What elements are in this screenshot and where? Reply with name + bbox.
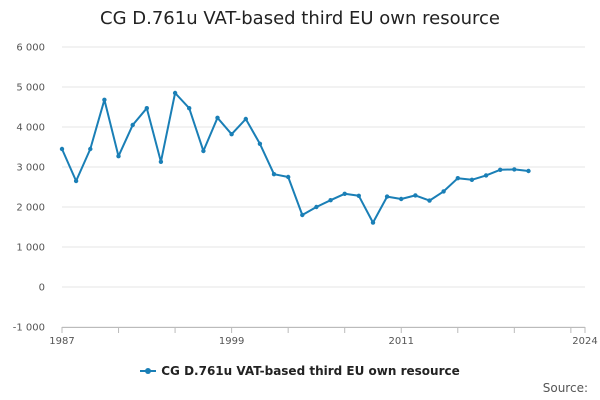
data-point bbox=[88, 146, 93, 152]
data-point bbox=[342, 191, 347, 196]
data-point bbox=[483, 173, 489, 178]
legend[interactable]: CG D.761u VAT-based third EU own resourc… bbox=[0, 364, 600, 378]
y-tick-label: 6 000 bbox=[16, 43, 45, 54]
y-tick-label: 3 000 bbox=[16, 163, 45, 174]
y-tick-label: -1 000 bbox=[13, 323, 45, 334]
data-point bbox=[441, 189, 446, 194]
y-tick-label: 2 000 bbox=[16, 203, 45, 214]
data-point bbox=[243, 116, 248, 122]
y-tick-label: 4 000 bbox=[16, 123, 45, 134]
data-point bbox=[158, 159, 164, 164]
source-label: Source: bbox=[542, 381, 588, 395]
data-point bbox=[427, 198, 432, 203]
data-point bbox=[498, 167, 503, 172]
data-point bbox=[102, 97, 107, 103]
legend-line-marker-icon bbox=[140, 366, 157, 376]
data-point bbox=[271, 172, 277, 177]
x-tick-label: 1999 bbox=[219, 336, 244, 347]
data-point bbox=[73, 178, 79, 184]
data-point bbox=[356, 193, 361, 198]
data-point bbox=[413, 193, 418, 198]
data-point bbox=[116, 154, 121, 159]
data-point bbox=[215, 115, 220, 121]
y-tick-label: 0 bbox=[39, 283, 45, 294]
legend-label: CG D.761u VAT-based third EU own resourc… bbox=[161, 364, 460, 378]
data-point bbox=[469, 177, 475, 182]
y-axis-tick-labels: -1 000 0 1 000 2 000 3 000 4 000 5 000 6 000 bbox=[13, 43, 45, 334]
series-layer bbox=[59, 90, 531, 225]
data-point bbox=[229, 132, 234, 137]
data-point bbox=[59, 146, 65, 152]
data-point bbox=[328, 198, 333, 203]
data-point bbox=[201, 148, 206, 154]
x-tick-label: 1987 bbox=[49, 336, 74, 347]
y-tick-label: 1 000 bbox=[16, 243, 45, 254]
x-tick-label: 2011 bbox=[389, 336, 414, 347]
y-tick-label: 5 000 bbox=[16, 83, 45, 94]
series-line bbox=[61, 92, 530, 224]
data-point bbox=[526, 168, 531, 174]
data-point bbox=[144, 106, 149, 111]
data-point bbox=[172, 90, 178, 96]
data-point bbox=[130, 122, 135, 128]
data-point bbox=[384, 194, 390, 199]
data-point bbox=[455, 176, 460, 181]
data-point bbox=[370, 220, 376, 225]
data-point bbox=[314, 204, 319, 210]
gridlines bbox=[62, 46, 585, 328]
data-point bbox=[512, 167, 517, 172]
data-point bbox=[399, 196, 404, 202]
data-point bbox=[300, 212, 305, 218]
x-tick-label: 2024 bbox=[572, 336, 597, 347]
chart-title: CG D.761u VAT-based third EU own resourc… bbox=[100, 8, 500, 29]
x-axis bbox=[61, 327, 586, 333]
data-point bbox=[257, 141, 263, 146]
data-point bbox=[286, 174, 291, 180]
data-point bbox=[187, 106, 192, 111]
x-axis-tick-labels: 1987 1999 2011 2024 bbox=[49, 336, 597, 347]
